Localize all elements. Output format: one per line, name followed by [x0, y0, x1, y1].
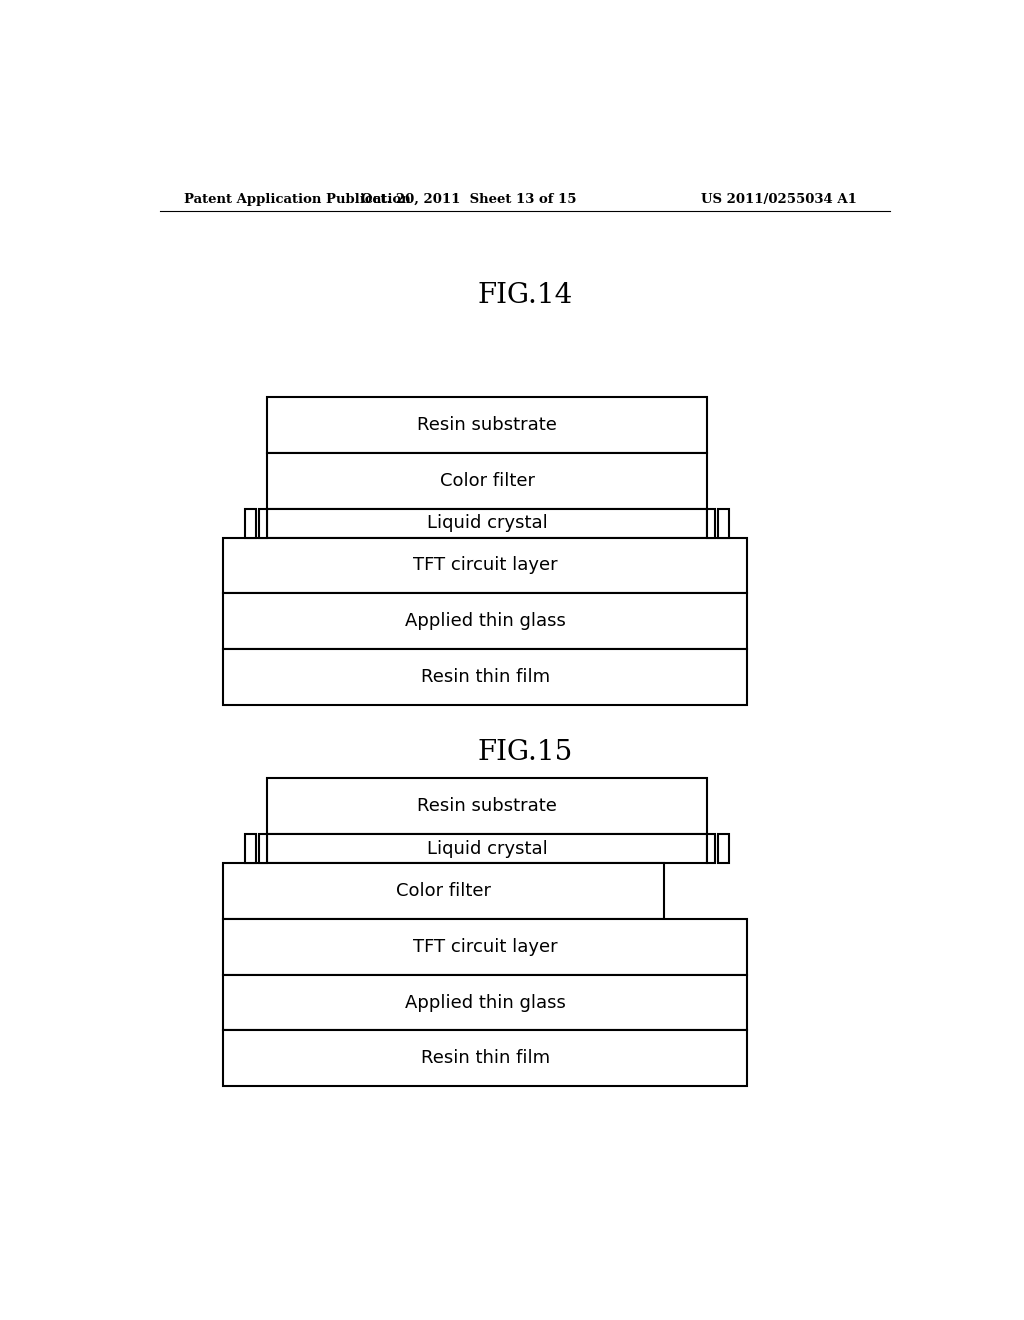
Bar	[246, 510, 256, 537]
Text: FIG.14: FIG.14	[477, 282, 572, 309]
Bar	[267, 397, 708, 453]
Text: Liquid crystal: Liquid crystal	[427, 840, 548, 858]
Bar	[223, 537, 748, 594]
Bar	[259, 510, 267, 537]
Bar	[267, 510, 708, 537]
Text: Liquid crystal: Liquid crystal	[427, 515, 548, 532]
Text: Resin thin film: Resin thin film	[421, 1049, 550, 1068]
Bar	[223, 974, 748, 1031]
Text: Resin thin film: Resin thin film	[421, 668, 550, 686]
Bar	[267, 779, 708, 834]
Bar	[708, 510, 715, 537]
Text: Resin substrate: Resin substrate	[417, 416, 557, 434]
Bar	[267, 453, 708, 510]
Bar	[246, 834, 256, 863]
Bar	[223, 919, 748, 974]
Text: Applied thin glass: Applied thin glass	[404, 994, 565, 1011]
Text: Patent Application Publication: Patent Application Publication	[183, 193, 411, 206]
Bar	[223, 649, 748, 705]
Text: Oct. 20, 2011  Sheet 13 of 15: Oct. 20, 2011 Sheet 13 of 15	[361, 193, 577, 206]
Bar	[259, 834, 267, 863]
Text: US 2011/0255034 A1: US 2011/0255034 A1	[700, 193, 857, 206]
Bar	[223, 863, 664, 919]
Text: Applied thin glass: Applied thin glass	[404, 612, 565, 631]
Text: TFT circuit layer: TFT circuit layer	[413, 937, 557, 956]
Text: Color filter: Color filter	[396, 882, 490, 900]
Bar	[223, 594, 748, 649]
Text: FIG.15: FIG.15	[477, 739, 572, 767]
Bar	[267, 834, 708, 863]
Bar	[719, 834, 729, 863]
Text: Resin substrate: Resin substrate	[417, 797, 557, 816]
Bar	[719, 510, 729, 537]
Bar	[708, 834, 715, 863]
Text: TFT circuit layer: TFT circuit layer	[413, 557, 557, 574]
Bar	[223, 1031, 748, 1086]
Text: Color filter: Color filter	[439, 473, 535, 490]
